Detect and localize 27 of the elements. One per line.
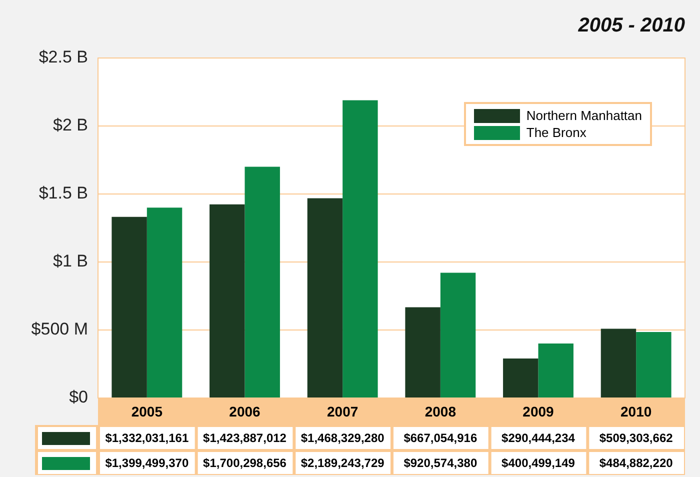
y-tick-label: $0 <box>69 388 88 407</box>
legend-label: Northern Manhattan <box>526 107 642 124</box>
data-label: $2,189,243,729 <box>300 456 385 470</box>
x-tick-label: 2007 <box>327 403 358 420</box>
y-tick-label: $2 B <box>53 116 88 135</box>
data-label: $509,303,662 <box>599 430 674 445</box>
x-tick-label: 2010 <box>620 403 652 420</box>
x-tick-label: 2009 <box>522 403 554 420</box>
data-label: $667,054,916 <box>404 430 478 445</box>
y-tick-label: $1 B <box>53 252 88 271</box>
y-tick-label: $2.5 B <box>38 48 88 67</box>
data-label: $1,423,887,012 <box>203 430 287 445</box>
x-tick-label: 2008 <box>424 403 456 420</box>
data-label: $1,399,499,370 <box>105 456 189 470</box>
y-tick-label: $1.5 B <box>38 184 88 203</box>
data-label: $1,700,298,656 <box>203 456 287 470</box>
x-tick-label: 2006 <box>229 403 261 420</box>
data-label: $290,444,234 <box>502 430 576 445</box>
chart-title: 2005 - 2010 <box>577 14 685 37</box>
x-tick-label: 2005 <box>131 403 163 420</box>
data-label: $1,468,329,280 <box>300 430 385 445</box>
data-label: $1,332,031,161 <box>105 430 189 445</box>
data-label: $400,499,149 <box>502 456 576 470</box>
data-label: $484,882,220 <box>599 456 674 470</box>
legend-label: The Bronx <box>526 124 586 141</box>
data-label: $920,574,380 <box>404 456 478 470</box>
y-tick-label: $500 M <box>31 320 88 339</box>
